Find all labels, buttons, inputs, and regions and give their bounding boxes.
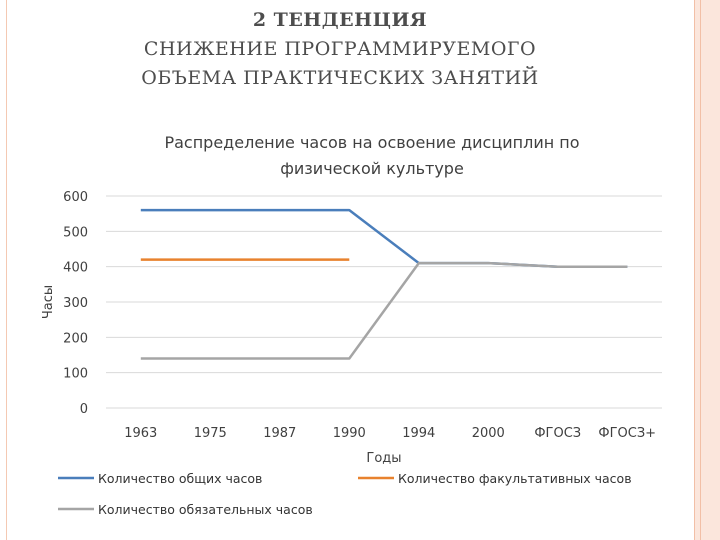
x-tick-label: ФГОСЗ [534,426,581,441]
y-tick-label: 100 [63,367,88,382]
chart-title-line-1: Распределение часов на освоение дисципли… [164,133,579,152]
series-line [140,208,628,268]
legend-label: Количество общих часов [98,471,262,486]
slide-title-line-3: ОБЪЕМА ПРАКТИЧЕСКИХ ЗАНЯТИЙ [141,67,539,89]
y-tick-label: 200 [63,331,88,346]
x-tick-label: ФГОСЗ+ [598,426,656,441]
series-line [140,261,628,360]
legend-label: Количество факультативных часов [398,471,632,486]
series-lines [140,208,628,360]
slide-title-line-2: СНИЖЕНИЕ ПРОГРАММИРУЕМОГО [143,38,537,60]
legend-label: Количество обязательных часов [98,502,313,517]
y-tick-label: 0 [80,402,88,417]
slide-border-right-line [700,0,701,540]
x-axis-ticks: 1963 1975 1987 1990 1994 2000 ФГОСЗ ФГОСЗ+ [124,426,656,441]
x-tick-label: 1975 [194,426,227,441]
x-tick-label: 1987 [263,426,296,441]
x-tick-label: 1990 [333,426,366,441]
x-axis-label: Годы [366,451,401,466]
y-tick-label: 600 [63,190,88,205]
x-tick-label: 1994 [402,426,435,441]
x-tick-label: 1963 [124,426,157,441]
slide-title-line-1: 2 ТЕНДЕНЦИЯ [252,9,428,31]
chart-title-line-2: физической культуре [280,159,464,178]
y-axis-label: Часы [41,285,56,319]
slide-border-right [694,0,720,540]
slide-title: 2 ТЕНДЕНЦИЯ СНИЖЕНИЕ ПРОГРАММИРУЕМОГО ОБ… [20,6,660,93]
grid-lines [106,195,662,409]
legend: Количество общих часов Количество факульт… [58,471,632,517]
y-tick-label: 300 [63,296,88,311]
y-axis-ticks: 0 100 200 300 400 500 600 [63,190,88,417]
slide-border-left [6,0,7,540]
y-tick-label: 400 [63,261,88,276]
y-tick-label: 500 [63,225,88,240]
x-tick-label: 2000 [472,426,505,441]
